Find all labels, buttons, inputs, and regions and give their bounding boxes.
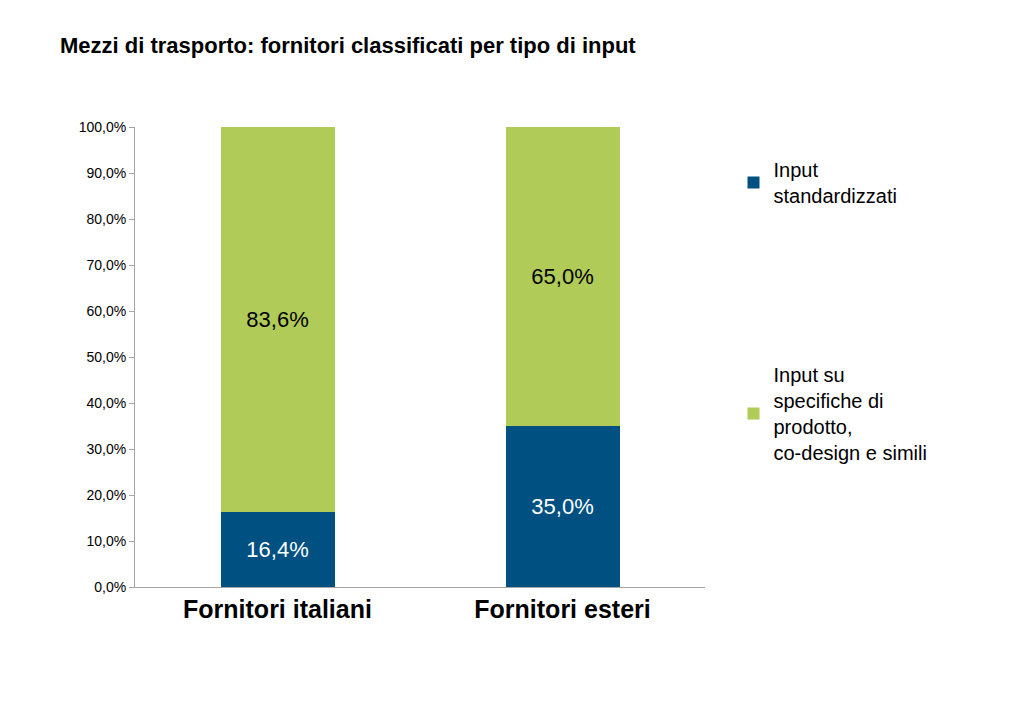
svg-text:100,0%: 100,0% [79, 119, 126, 135]
svg-text:Input suspecifiche diprodotto,: Input suspecifiche diprodotto,co-design … [774, 364, 927, 464]
svg-text:80,0%: 80,0% [86, 211, 126, 227]
svg-text:10,0%: 10,0% [86, 533, 126, 549]
svg-text:20,0%: 20,0% [86, 487, 126, 503]
svg-text:70,0%: 70,0% [86, 257, 126, 273]
svg-text:16,4%: 16,4% [246, 537, 308, 562]
svg-text:65,0%: 65,0% [531, 264, 593, 289]
svg-text:Fornitori italiani: Fornitori italiani [183, 595, 372, 623]
svg-text:Mezzi di trasporto: fornitori: Mezzi di trasporto: fornitori classifica… [60, 33, 636, 58]
svg-text:30,0%: 30,0% [86, 441, 126, 457]
svg-text:35,0%: 35,0% [531, 494, 593, 519]
svg-text:40,0%: 40,0% [86, 395, 126, 411]
svg-text:60,0%: 60,0% [86, 303, 126, 319]
svg-text:0,0%: 0,0% [94, 579, 126, 595]
svg-text:Inputstandardizzati: Inputstandardizzati [774, 159, 897, 207]
svg-text:Fornitori esteri: Fornitori esteri [474, 595, 650, 623]
svg-text:90,0%: 90,0% [86, 165, 126, 181]
svg-text:83,6%: 83,6% [246, 307, 308, 332]
svg-text:50,0%: 50,0% [86, 349, 126, 365]
